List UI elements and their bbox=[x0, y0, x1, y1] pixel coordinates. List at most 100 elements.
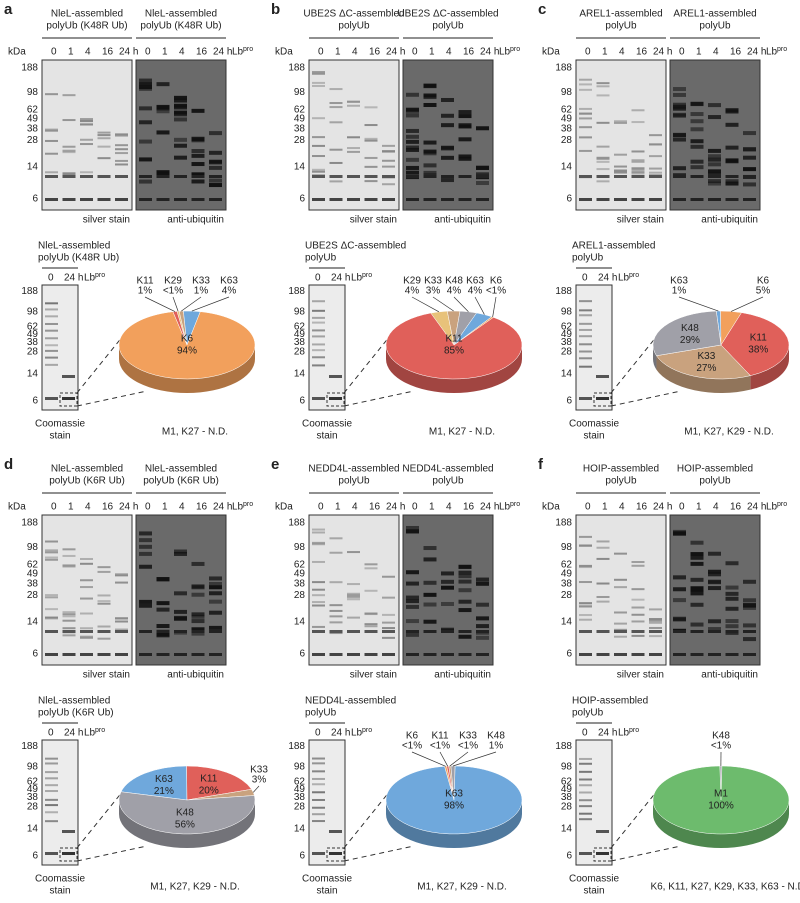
band bbox=[649, 167, 662, 170]
blot bbox=[41, 739, 79, 866]
marker-label: 98 bbox=[561, 307, 573, 318]
panel-letter: c bbox=[538, 1, 546, 18]
band bbox=[743, 198, 756, 201]
band bbox=[406, 175, 419, 178]
slice-value: 98% bbox=[444, 801, 464, 812]
band bbox=[329, 198, 343, 201]
band bbox=[312, 155, 325, 158]
marker-label: 62 bbox=[27, 560, 39, 571]
band bbox=[690, 144, 704, 149]
marker-label: 6 bbox=[299, 194, 305, 205]
band bbox=[312, 541, 325, 544]
band bbox=[139, 85, 152, 90]
band bbox=[364, 653, 378, 656]
lb-label: Lb bbox=[84, 728, 96, 739]
band bbox=[45, 771, 58, 774]
band bbox=[80, 627, 93, 630]
band bbox=[312, 588, 325, 591]
marker-label: 98 bbox=[561, 542, 573, 553]
slice-value: 1% bbox=[672, 286, 687, 297]
band bbox=[649, 155, 662, 158]
blot-title: polyUb bbox=[432, 21, 464, 32]
band bbox=[631, 150, 645, 153]
band bbox=[115, 617, 128, 620]
coomassie-title: polyUb (K48R Ub) bbox=[38, 253, 119, 264]
band bbox=[382, 653, 395, 656]
kda-label: kDa bbox=[275, 502, 293, 513]
pie-side bbox=[386, 345, 522, 393]
band bbox=[631, 561, 645, 564]
band bbox=[423, 592, 437, 597]
band bbox=[614, 578, 627, 581]
band bbox=[631, 630, 645, 633]
band bbox=[382, 165, 395, 168]
band bbox=[725, 145, 739, 150]
band bbox=[743, 182, 756, 187]
band bbox=[312, 300, 325, 303]
marker-label: 14 bbox=[294, 824, 306, 835]
band bbox=[423, 602, 437, 607]
band bbox=[596, 397, 609, 400]
band bbox=[347, 551, 360, 554]
band bbox=[406, 170, 419, 175]
band bbox=[458, 175, 472, 178]
band bbox=[614, 635, 627, 638]
slice-name: K6 bbox=[406, 731, 419, 742]
band bbox=[725, 109, 739, 114]
stain-label: silver stain bbox=[617, 215, 664, 226]
band bbox=[579, 300, 592, 303]
band bbox=[329, 615, 343, 618]
stain-label: Coomassie bbox=[569, 419, 619, 430]
band bbox=[80, 635, 93, 638]
marker-label: 28 bbox=[27, 135, 39, 146]
stain-label: anti-ubiquitin bbox=[434, 670, 491, 681]
band bbox=[191, 172, 205, 177]
blot bbox=[41, 284, 79, 411]
band bbox=[708, 551, 721, 556]
marker-label: 38 bbox=[294, 792, 306, 803]
band bbox=[690, 175, 704, 178]
slice-value: 3% bbox=[426, 286, 441, 297]
band bbox=[139, 564, 152, 569]
stain-label: stain bbox=[49, 431, 70, 442]
slice-value: 27% bbox=[696, 363, 716, 374]
band bbox=[614, 586, 627, 589]
lane-label: 0 bbox=[48, 728, 54, 739]
stain-label: Coomassie bbox=[35, 874, 85, 885]
slice-name: K33 bbox=[697, 351, 715, 362]
slice-name: K6 bbox=[181, 334, 194, 345]
leader-line bbox=[439, 751, 449, 767]
band bbox=[579, 149, 592, 152]
band bbox=[596, 160, 610, 163]
band bbox=[458, 653, 472, 656]
coomassie-title: polyUb (K6R Ub) bbox=[38, 708, 114, 719]
band bbox=[708, 115, 721, 120]
coomassie-title: NEDD4L-assembled bbox=[305, 696, 396, 707]
slice-name: K48 bbox=[712, 731, 730, 742]
band bbox=[62, 119, 76, 122]
band bbox=[476, 126, 489, 131]
marker-label: 188 bbox=[288, 517, 305, 528]
marker-label: 28 bbox=[561, 802, 573, 813]
lane-label: 1 bbox=[602, 502, 608, 513]
band bbox=[139, 78, 152, 83]
band bbox=[80, 597, 93, 600]
stain-label: stain bbox=[583, 431, 604, 442]
blot-title: polyUb (K48R Ub) bbox=[140, 21, 221, 32]
band bbox=[458, 630, 472, 633]
lb-label: Lb bbox=[232, 502, 244, 513]
band bbox=[476, 635, 489, 640]
band bbox=[312, 170, 325, 173]
pie-side bbox=[119, 345, 255, 393]
band bbox=[725, 606, 739, 611]
band bbox=[725, 198, 739, 201]
pie-side bbox=[386, 800, 522, 848]
slice-value: 4% bbox=[468, 286, 483, 297]
band bbox=[614, 630, 627, 633]
band bbox=[312, 770, 325, 773]
coomassie-title: polyUb bbox=[572, 708, 604, 719]
band bbox=[458, 198, 472, 201]
slice-value: 1% bbox=[489, 741, 504, 752]
band bbox=[690, 165, 704, 170]
band bbox=[631, 109, 645, 112]
